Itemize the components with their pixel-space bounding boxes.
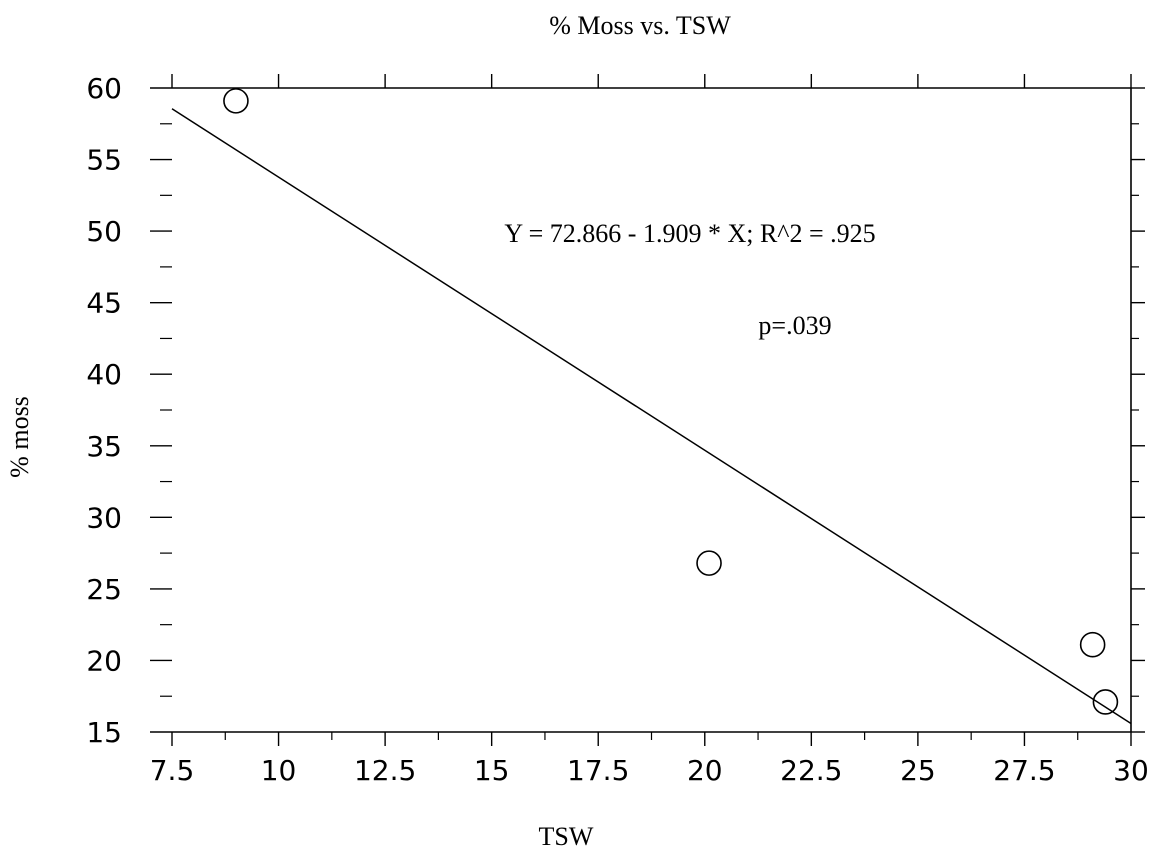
y-tick-label: 40 bbox=[86, 358, 122, 391]
y-tick-label: 30 bbox=[86, 501, 122, 534]
x-tick-label: 22.5 bbox=[780, 754, 842, 787]
x-tick-label: 27.5 bbox=[993, 754, 1055, 787]
x-tick-label: 30 bbox=[1113, 754, 1149, 787]
p-value-annotation: p=.039 bbox=[758, 311, 831, 340]
x-axis-label: TSW bbox=[539, 822, 594, 851]
data-point bbox=[1092, 689, 1119, 715]
y-tick-label: 20 bbox=[86, 644, 122, 677]
y-tick-label: 60 bbox=[86, 72, 122, 105]
chart-title: % Moss vs. TSW bbox=[549, 11, 731, 40]
data-point bbox=[1079, 631, 1106, 658]
x-tick-label: 25 bbox=[900, 754, 936, 787]
regression-equation: Y = 72.866 - 1.909 * X; R^2 = .925 bbox=[504, 219, 875, 248]
y-tick-label: 45 bbox=[86, 287, 122, 320]
axis-ticks bbox=[150, 74, 1145, 746]
x-tick-label: 10 bbox=[261, 754, 297, 787]
y-tick-label: 55 bbox=[86, 144, 122, 177]
data-points bbox=[223, 88, 1119, 715]
tick-labels: 7.5 10 12.5 15 17.5 20 22.5 25 27.5 30 15 20 25 30 35 4… bbox=[86, 72, 1148, 787]
x-tick-label: 15 bbox=[474, 754, 510, 787]
data-point bbox=[696, 550, 722, 576]
y-tick-label: 50 bbox=[86, 215, 122, 248]
y-tick-label: 15 bbox=[86, 716, 122, 749]
y-tick-label: 35 bbox=[86, 430, 122, 463]
regression-line bbox=[171, 108, 1132, 725]
x-tick-label: 12.5 bbox=[354, 754, 416, 787]
regression-layer bbox=[171, 108, 1132, 725]
data-point bbox=[223, 88, 249, 114]
y-axis-label: % moss bbox=[5, 396, 34, 478]
x-tick-label: 17.5 bbox=[567, 754, 629, 787]
x-tick-label: 20 bbox=[687, 754, 723, 787]
y-tick-label: 25 bbox=[86, 573, 122, 606]
x-tick-label: 7.5 bbox=[150, 754, 195, 787]
